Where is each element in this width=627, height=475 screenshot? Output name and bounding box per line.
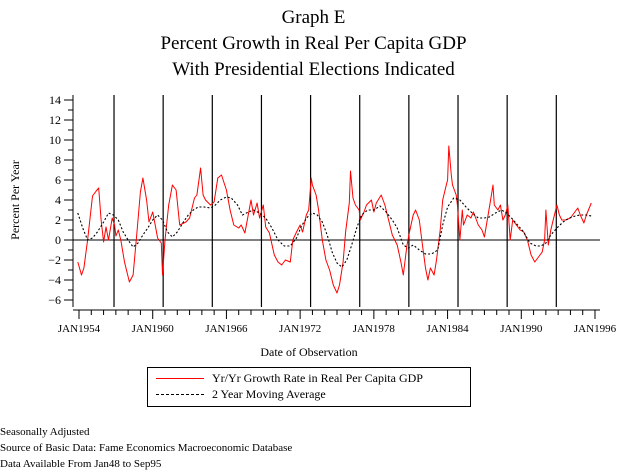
y-tick-label: −4 — [48, 273, 61, 287]
x-tick-label: JAN1960 — [132, 323, 175, 335]
y-tick-label: 14 — [49, 93, 61, 107]
series-line-growth-rate — [77, 145, 592, 294]
x-tick-label: JAN1990 — [500, 323, 543, 335]
legend-swatch-solid-red — [156, 378, 204, 379]
legend-label-moving-average: 2 Year Moving Average — [212, 387, 326, 401]
x-tick-label: JAN1972 — [279, 323, 321, 335]
legend-label-growth: Yr/Yr Growth Rate in Real Per Capita GDP — [212, 371, 423, 385]
series-group — [77, 145, 592, 294]
x-ticks: JAN1954 JAN1960 JAN1966 JAN1972 JAN1978 JAN19… — [58, 310, 617, 335]
y-tick-label: −6 — [48, 293, 61, 307]
y-ticks: −6 −4 −2 0 2 4 6 8 10 12 14 — [48, 93, 73, 307]
legend-swatch-dashed-black — [156, 394, 204, 395]
y-tick-label: 0 — [55, 233, 61, 247]
chart-title-line-3: With Presidential Elections Indicated — [172, 59, 455, 80]
y-tick-label: 8 — [55, 153, 61, 167]
legend-item-moving-average: 2 Year Moving Average — [148, 387, 326, 402]
y-tick-label: 12 — [49, 113, 61, 127]
election-lines — [113, 95, 557, 307]
y-tick-label: 10 — [49, 133, 61, 147]
y-tick-label: 6 — [55, 173, 61, 187]
chart-title-line-1: Graph E — [281, 7, 346, 28]
chart-title-line-2: Percent Growth in Real Per Capita GDP — [160, 33, 467, 54]
footer-note-source: Source of Basic Data: Fame Economics Mac… — [0, 442, 293, 454]
y-tick-label: 4 — [55, 193, 61, 207]
y-axis-label: Percent Per Year — [8, 160, 22, 240]
x-axis-label: Date of Observation — [260, 345, 357, 359]
footer-note-seasonal: Seasonally Adjusted — [0, 426, 90, 438]
x-tick-label: JAN1996 — [574, 323, 617, 335]
y-tick-label: −2 — [48, 253, 61, 267]
x-tick-label: JAN1984 — [426, 323, 469, 335]
x-tick-label: JAN1954 — [58, 323, 101, 335]
y-tick-label: 2 — [55, 213, 61, 227]
x-tick-label: JAN1966 — [205, 323, 248, 335]
axes — [72, 95, 600, 311]
footer-note-availability: Data Available From Jan48 to Sep95 — [0, 458, 162, 470]
series-line-moving-average — [77, 196, 592, 268]
x-tick-label: JAN1978 — [353, 323, 396, 335]
legend-item-growth: Yr/Yr Growth Rate in Real Per Capita GDP — [148, 371, 423, 386]
legend: Yr/Yr Growth Rate in Real Per Capita GDP… — [147, 367, 471, 407]
